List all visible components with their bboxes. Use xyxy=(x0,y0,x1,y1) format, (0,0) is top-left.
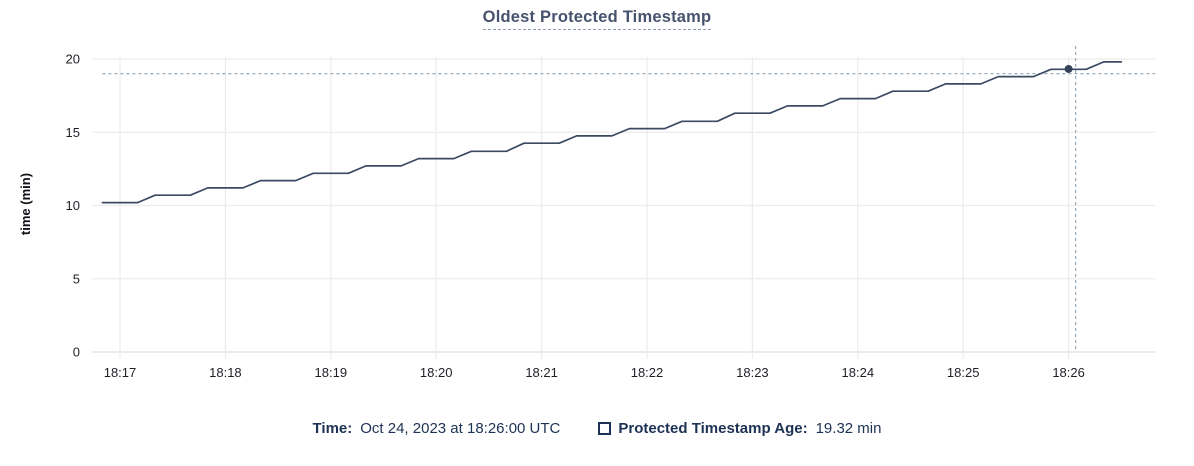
series-line xyxy=(101,61,1123,204)
x-tick-label: 18:20 xyxy=(420,365,453,380)
x-tick-label: 18:21 xyxy=(525,365,558,380)
x-tick-label: 18:24 xyxy=(842,365,875,380)
hover-point-dot xyxy=(1064,64,1073,73)
x-tick-label: 18:25 xyxy=(947,365,980,380)
y-tick-label: 20 xyxy=(66,52,80,67)
x-tick-label: 18:23 xyxy=(736,365,769,380)
title-row: Oldest Protected Timestamp xyxy=(0,8,1194,30)
y-tick-label: 0 xyxy=(73,345,80,360)
vertical-gridlines xyxy=(119,57,1070,359)
series-swatch-icon xyxy=(598,422,612,435)
x-tick-label: 18:19 xyxy=(315,365,348,380)
time-value: Oct 24, 2023 at 18:26:00 UTC xyxy=(360,420,561,437)
y-tick-label: 10 xyxy=(66,198,80,213)
x-tick-label: 18:17 xyxy=(104,365,137,380)
hover-crosshair xyxy=(102,46,1155,350)
time-label: Time: xyxy=(312,420,353,437)
horizontal-gridlines xyxy=(92,58,1155,353)
y-tick-label: 15 xyxy=(66,125,80,140)
hover-readout: Time: Oct 24, 2023 at 18:26:00 UTC Protect… xyxy=(0,420,1194,437)
x-tick-label: 18:18 xyxy=(209,365,242,380)
x-tick-label: 18:26 xyxy=(1052,365,1085,380)
y-axis-title: time (min) xyxy=(18,173,33,235)
chart-title[interactable]: Oldest Protected Timestamp xyxy=(482,8,712,30)
x-axis-tick-labels: 18:17 18:18 18:19 18:20 18:21 18:22 18:23 18:24… xyxy=(104,365,1085,380)
series-label: Protected Timestamp Age: xyxy=(618,420,808,437)
y-tick-label: 5 xyxy=(73,271,80,286)
series-value: 19.32 min xyxy=(815,420,882,437)
x-tick-label: 18:22 xyxy=(631,365,664,380)
y-axis-tick-labels: 0 5 10 15 20 xyxy=(66,52,80,360)
